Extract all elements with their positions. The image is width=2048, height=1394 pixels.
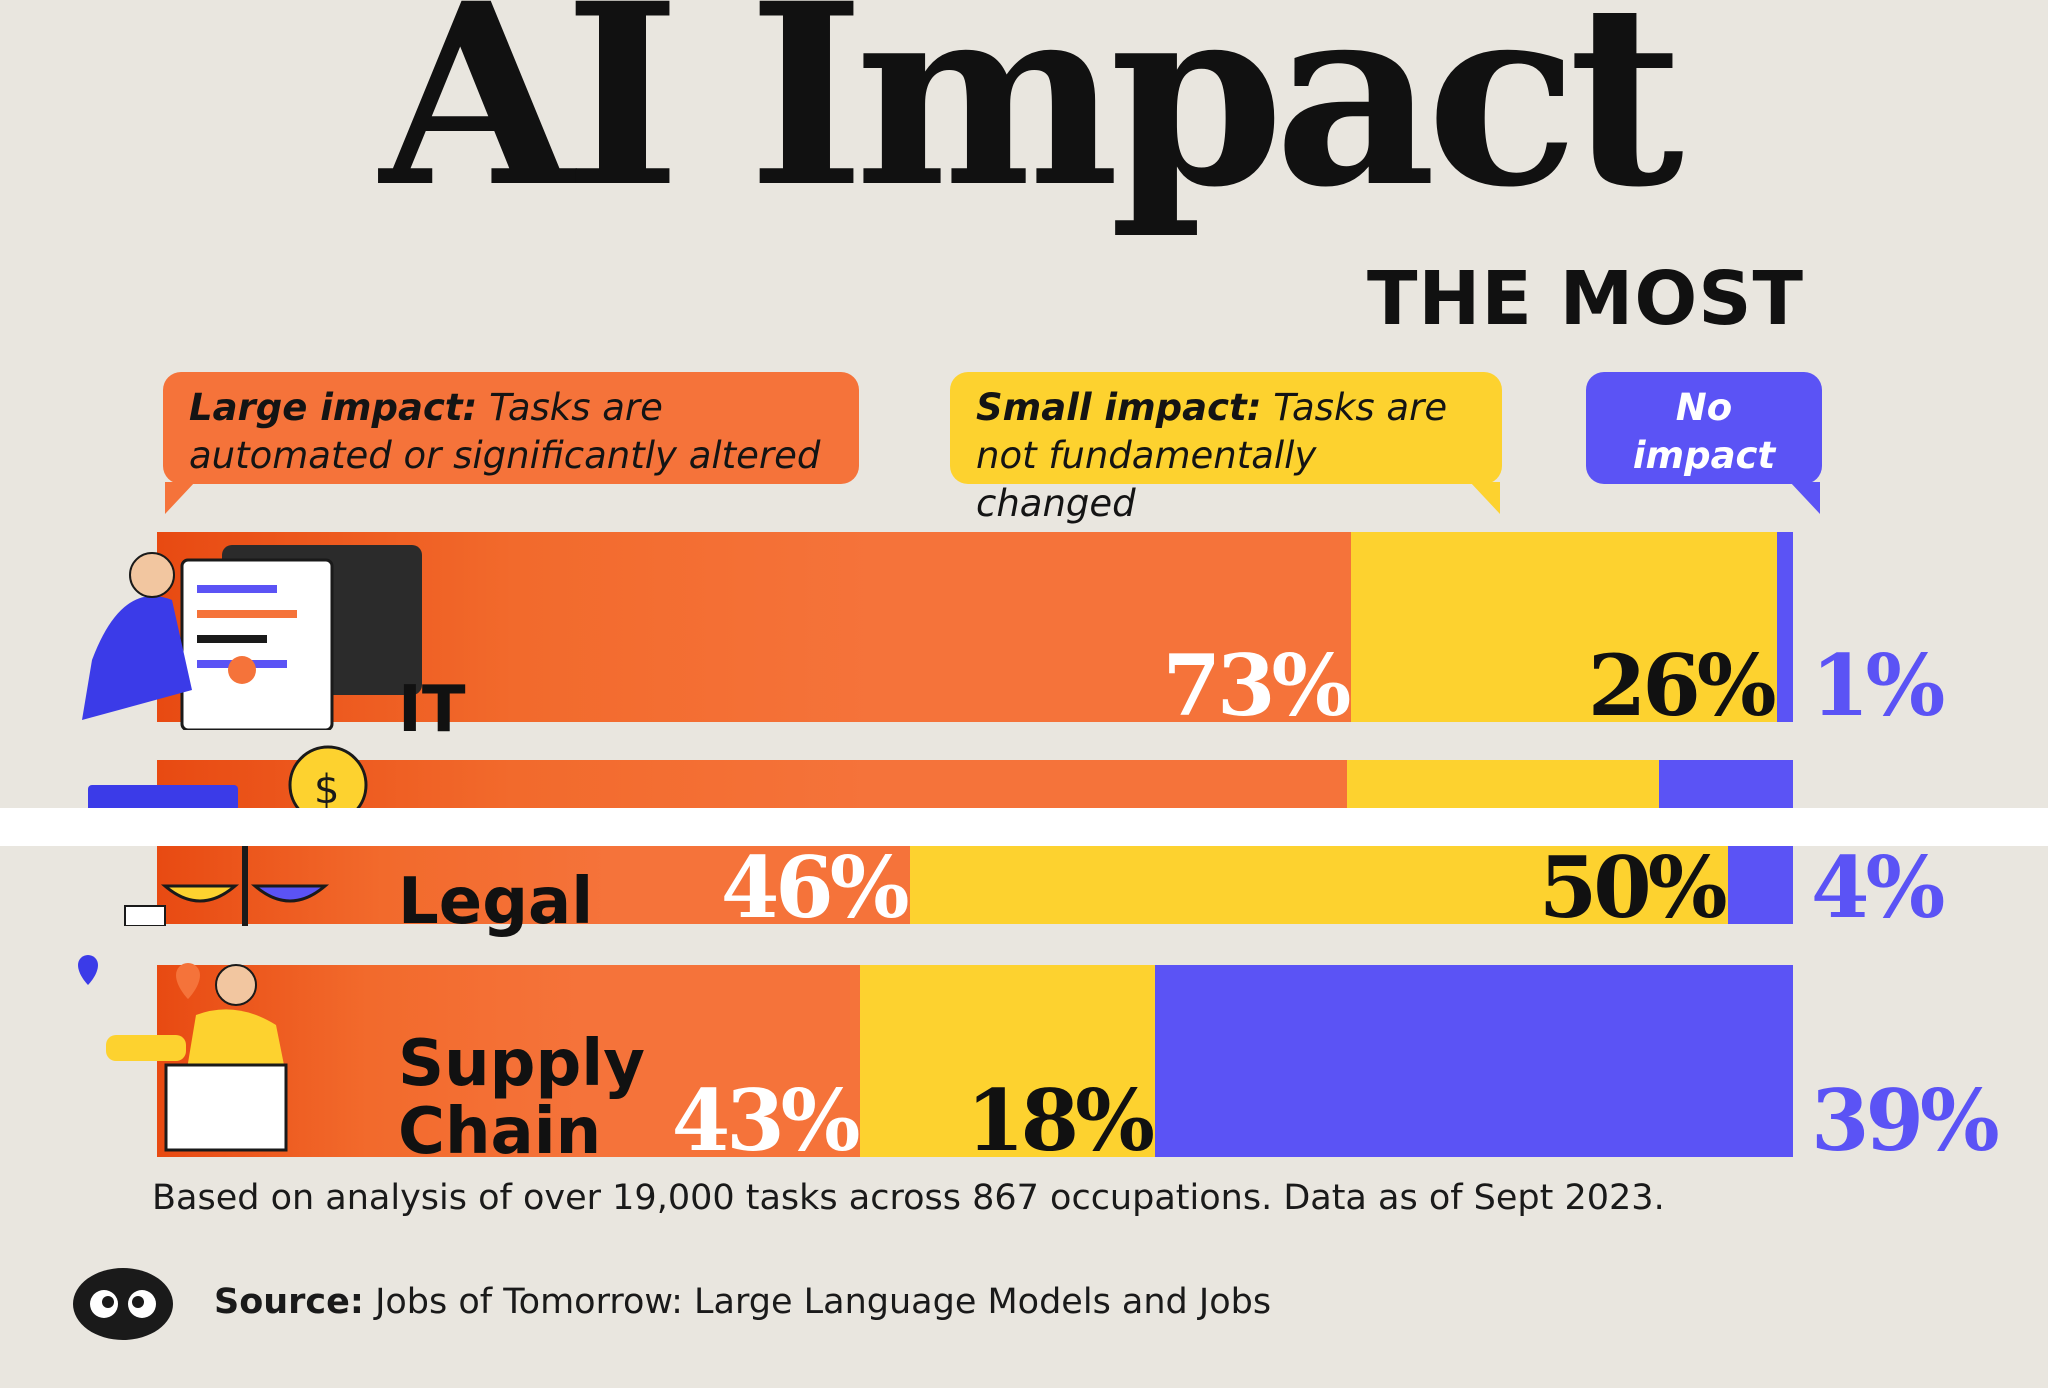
legend-small-impact: Small impact: Tasks are not fundamentall… (950, 372, 1502, 525)
bar-small-row-1 (1346, 760, 1660, 808)
legend-large-text: Tasks are automated or significantly alt… (189, 386, 821, 477)
bar-none-row-3 (1154, 965, 1793, 1157)
legend-large-impact: Large impact: Tasks are automated or sig… (163, 372, 859, 514)
svg-text:$: $ (314, 767, 339, 813)
scales-illustration-icon (124, 846, 330, 926)
torn-gap (0, 808, 2048, 846)
legend-small-tail (1470, 482, 1500, 514)
value-label-large-row-0: 73% (1162, 636, 1352, 735)
legend-small-label: Small impact: (976, 386, 1262, 429)
value-label-small-row-2: 50% (1538, 838, 1728, 937)
legend-small-text: Tasks are not fundamentally changed (976, 386, 1448, 525)
value-label-large-row-2: 46% (720, 838, 910, 937)
bar-none-row-2 (1727, 846, 1793, 924)
legend-large-tail (165, 482, 195, 514)
bar-none-row-0 (1776, 532, 1793, 722)
bar-small-row-2 (909, 846, 1728, 924)
category-label-it: IT (398, 673, 466, 747)
category-label-supply-chain: Supply Chain (398, 1027, 645, 1169)
value-label-small-row-0: 26% (1587, 636, 1777, 735)
legend-no-impact: No impact (1586, 372, 1822, 514)
legend-none-tail (1790, 482, 1820, 514)
value-label-none-row-3: 39% (1811, 1071, 2000, 1170)
chart-title: AI Impact (380, 0, 1684, 242)
legend-none-label: No impact (1632, 386, 1776, 477)
it-worker-illustration-icon (82, 545, 422, 730)
finance-illustration-icon: $ (88, 745, 368, 815)
bar-small-row-0 (1351, 532, 1777, 722)
chart-subtitle: THE MOST (1366, 256, 1804, 342)
value-label-small-row-3: 18% (966, 1071, 1155, 1170)
bar-none-row-1 (1659, 760, 1793, 808)
value-label-large-row-3: 43% (671, 1071, 861, 1170)
source-text: Jobs of Tomorrow: Large Language Models … (375, 1282, 1272, 1322)
source-line: Source: Jobs of Tomorrow: Large Language… (214, 1282, 1271, 1322)
bottom-border (0, 1388, 2048, 1394)
footnote: Based on analysis of over 19,000 tasks a… (152, 1178, 1665, 1218)
value-label-none-row-2: 4% (1811, 838, 1945, 937)
value-label-none-row-0: 1% (1811, 636, 1945, 735)
supply-chain-worker-illustration-icon (78, 955, 288, 1152)
legend-large-label: Large impact: (189, 386, 478, 429)
visual-capitalist-logo-icon (73, 1268, 173, 1340)
bar-small-row-3 (860, 965, 1155, 1157)
source-label: Source: (214, 1282, 364, 1322)
category-label-legal: Legal (398, 865, 594, 939)
